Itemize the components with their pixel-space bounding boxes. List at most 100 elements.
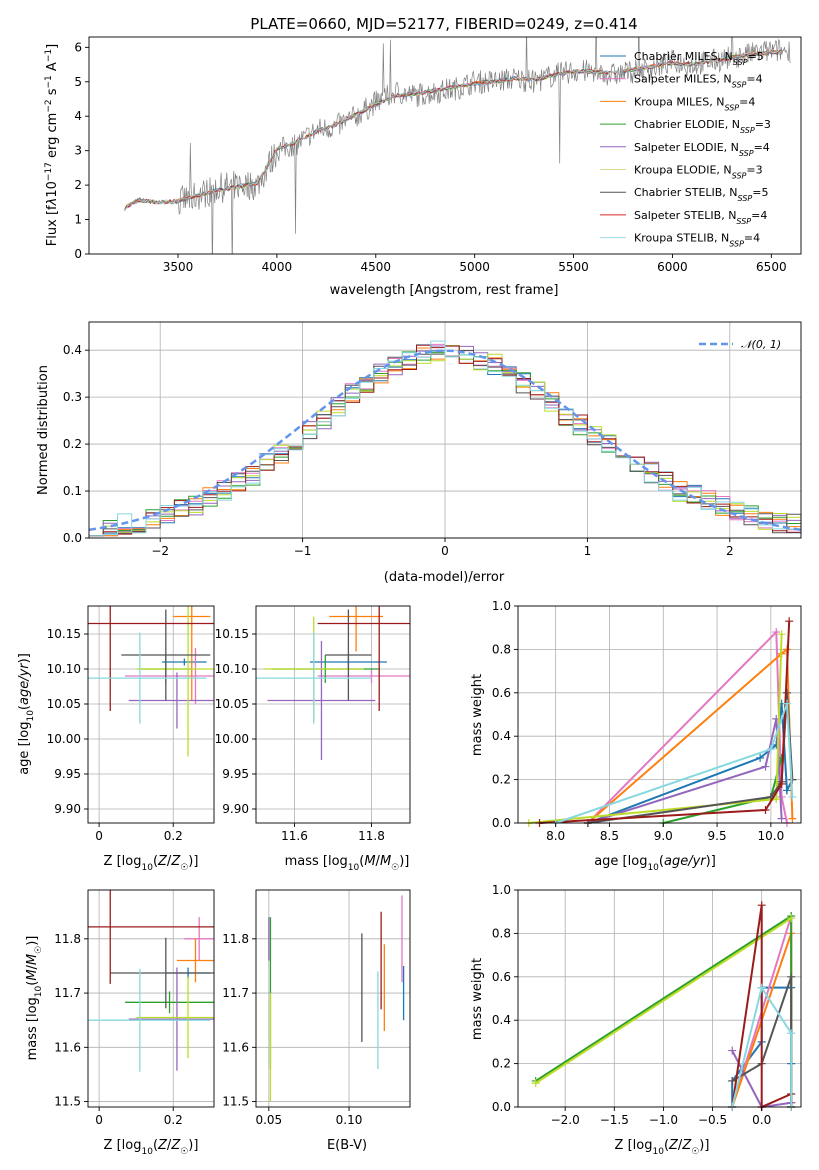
mass-weight-line <box>731 985 793 1108</box>
p5-xlabel: age [log10(age/yr)] <box>594 854 716 873</box>
legend-label: Kroupa STELIB, NSSP=4 <box>634 232 760 249</box>
y-tick-label: 4 <box>74 109 82 123</box>
axes-frame <box>87 605 215 824</box>
y-tick-label: 0.0 <box>492 1100 511 1114</box>
y-tick-label: 11.8 <box>222 932 249 946</box>
grid-layer <box>88 890 214 1107</box>
mass-weight-marker <box>788 814 797 823</box>
gaussian-curve <box>88 349 802 532</box>
axes-frame <box>517 889 802 1108</box>
mass-weight-marker <box>788 792 797 801</box>
y-tick-label: 0 <box>74 247 82 261</box>
y-tick-label: 0.0 <box>63 531 82 545</box>
p7-xlabel: E(B-V) <box>327 1138 367 1153</box>
x-tick-label: 4500 <box>361 260 392 274</box>
x-tick-label: 5000 <box>459 260 490 274</box>
mass-weight-vs-age-panel: 8.0 8.5 9.0 9.5 10.0 0.0 0.2 0.4 0.6 0.8 1.0 <box>492 599 802 843</box>
p6-ylabel: mass [log10(M/M☉)] <box>25 936 44 1061</box>
legend-subscript: SSP <box>739 148 754 157</box>
axes-frame <box>517 605 802 824</box>
data-layer <box>88 890 214 1072</box>
age-vs-metallicity-panel: 0 0.2 9.90 9.95 10.00 10.05 10.10 10.15 <box>47 605 215 843</box>
grid-layer <box>518 605 801 824</box>
y-tick-label: 10.00 <box>47 732 81 746</box>
x-tick-label: 0.2 <box>164 829 183 843</box>
observed-spectrum <box>124 37 791 254</box>
y-tick-label: 11.5 <box>222 1095 249 1109</box>
y-tick-label: 11.6 <box>54 1040 81 1054</box>
mass-weight-marker <box>766 745 775 754</box>
y-tick-label: 1.0 <box>492 883 511 897</box>
mass-weight-marker <box>531 1079 540 1088</box>
axes-frame <box>255 605 411 824</box>
legend-label: Salpeter STELIB, NSSP=4 <box>634 209 767 226</box>
y-tick-label: 0.6 <box>492 970 511 984</box>
legend-subscript: SSP <box>732 171 747 180</box>
y-tick-label: 0.0 <box>492 816 511 830</box>
x-tick-label: 2 <box>726 544 734 558</box>
x-tick-label: 9.0 <box>654 829 673 843</box>
y-tick-label: 9.95 <box>222 767 249 781</box>
residual-ylabel: Normed distribution <box>36 365 51 495</box>
residual-histogram-step <box>88 340 802 538</box>
spectrum-legend: Chabrier MILES, NSSP=5 Salpeter MILES, NS… <box>600 50 771 248</box>
y-tick-label: 0.8 <box>492 926 511 940</box>
age-vs-mass-panel: 11.6 11.8 9.90 9.95 10.00 10.05 10.10 10.15 <box>215 605 411 843</box>
legend-label: Chabrier ELODIE, NSSP=3 <box>634 118 771 135</box>
mass-weight-marker <box>756 753 765 762</box>
y-tick-label: 10.10 <box>47 662 81 676</box>
data-layer <box>524 617 797 827</box>
model-spectrum-line <box>124 50 782 210</box>
figure-title: PLATE=0660, MJD=52177, FIBERID=0249, z=0… <box>250 15 637 33</box>
mass-weight-marker <box>777 814 786 823</box>
spectrum-clipped-group <box>124 37 791 254</box>
mass-weight-marker <box>761 762 770 771</box>
y-tick-label: 11.7 <box>222 986 249 1000</box>
y-tick-label: 10.05 <box>47 697 81 711</box>
y-tick-label: 3 <box>74 144 82 158</box>
data-layer <box>88 606 214 757</box>
y-tick-label: 10.10 <box>215 662 249 676</box>
model-spectrum-line <box>124 50 782 210</box>
legend-label: Chabrier MILES, NSSP=5 <box>634 50 764 67</box>
y-tick-label: 0.2 <box>492 1057 511 1071</box>
mass-weight-marker <box>757 983 766 992</box>
y-tick-label: 9.90 <box>54 802 81 816</box>
data-layer <box>256 606 410 760</box>
x-tick-label: 0.05 <box>255 1113 282 1127</box>
y-tick-label: 9.90 <box>222 802 249 816</box>
mass-weight-marker <box>772 795 781 804</box>
mass-weight-marker <box>785 617 794 626</box>
mass-weight-marker <box>761 805 770 814</box>
y-tick-label: 11.8 <box>54 932 81 946</box>
spectrum-data-layer <box>124 37 791 254</box>
x-tick-label: 9.5 <box>708 829 727 843</box>
mass-weight-marker <box>772 628 781 637</box>
legend-subscript: SSP <box>733 58 748 67</box>
residual-histograms <box>88 340 802 538</box>
spectrum-ylabel: Flux [fλ10−17 erg cm−2 s−1 A−1] <box>44 44 60 246</box>
y-tick-label: 10.15 <box>47 627 81 641</box>
legend-subscript: SSP <box>729 239 744 248</box>
mass-weight-marker <box>728 1046 737 1055</box>
spectrum-axes: 3500 4000 4500 5000 5500 6000 6500 0 1 2 3 4 5 6 <box>74 36 802 274</box>
y-tick-label: 1.0 <box>492 599 511 613</box>
y-tick-label: 6 <box>74 40 82 54</box>
axes-frame <box>255 889 411 1108</box>
y-tick-label: 0.4 <box>63 343 82 357</box>
spectrum-panel: 3500 4000 4500 5000 5500 6000 6500 0 1 2 3 4 5 6 Chab… <box>44 36 802 298</box>
x-tick-label: 1 <box>584 544 592 558</box>
y-tick-label: 5 <box>74 75 82 89</box>
mass-weight-marker <box>777 792 786 801</box>
mass-weight-marker <box>777 779 786 788</box>
grid-layer <box>256 890 410 1107</box>
mass-weight-marker <box>787 914 796 923</box>
x-tick-label: 11.8 <box>358 829 385 843</box>
y-tick-label: 9.95 <box>54 767 81 781</box>
x-tick-label: 6500 <box>756 260 787 274</box>
y-tick-label: 0.3 <box>63 390 82 404</box>
grid-layer <box>256 606 410 823</box>
x-tick-label: 6000 <box>657 260 688 274</box>
data-layer <box>268 895 405 1102</box>
x-tick-label: 0 <box>95 1113 103 1127</box>
